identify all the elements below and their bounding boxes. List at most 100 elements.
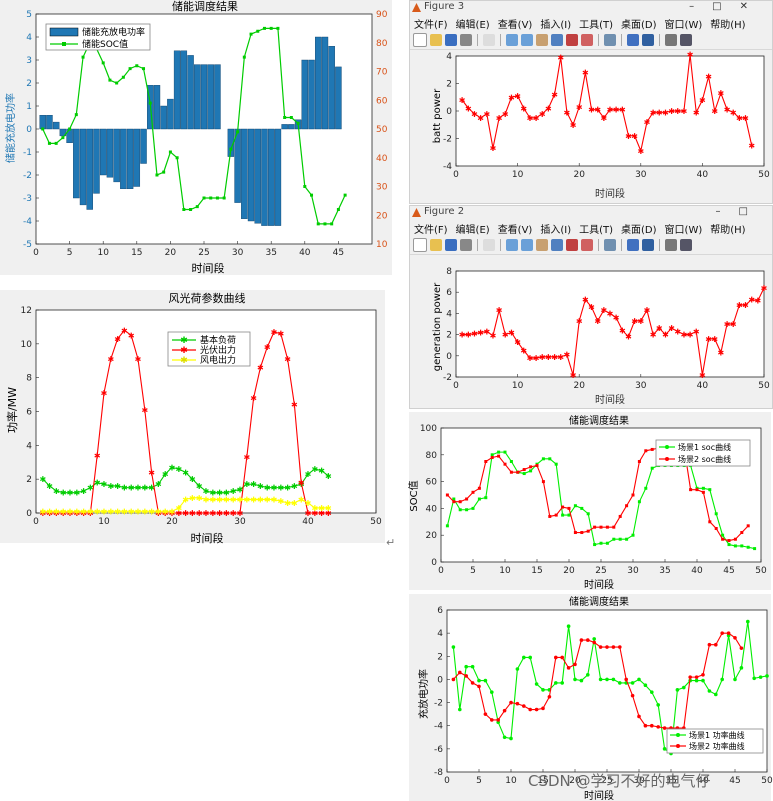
storage-bar [73,128,80,199]
soc-series-1-point [573,531,577,535]
menu-window[interactable]: 窗口(W) [664,19,703,31]
new-figure-icon[interactable] [413,33,427,47]
fig2-series-point: ✱ [607,309,614,318]
soc-scenario-panel: 储能调度结果 SOC值 时间段 0 5 10 15 20 25 30 35 40 45 50 0 20 4… [407,412,771,591]
rotate-icon[interactable] [551,34,563,46]
fig2-series-point: ✱ [687,331,694,340]
menu-file[interactable]: 文件(F) [414,19,448,31]
wind-series-0-point: ✱ [135,484,142,493]
soc-series-0-point [484,496,488,500]
wind-series-0-point: ✱ [46,482,53,491]
menu-window[interactable]: 窗口(W) [664,224,703,236]
zoom-out-icon[interactable] [521,34,533,46]
y-tick-label: -6 [434,745,443,755]
hide-plot-tools-icon[interactable] [665,34,677,46]
y-tick-label: -4 [443,162,452,172]
show-plot-tools-icon[interactable] [680,34,692,46]
soc-series-0-point [708,488,712,492]
menu-tools[interactable]: 工具(T) [579,224,614,236]
menu-insert[interactable]: 插入(I) [540,224,572,236]
menu-view[interactable]: 查看(V) [497,19,533,31]
hide-plot-tools-icon[interactable] [665,239,677,251]
storage-bar [207,64,214,130]
pointer-icon[interactable] [483,239,495,251]
y-tick-label: 4 [446,309,452,319]
open-icon[interactable] [430,239,442,251]
menu-edit[interactable]: 编辑(E) [455,224,490,236]
menu-desktop[interactable]: 桌面(D) [621,224,657,236]
storage-dispatch-chart: 储能调度结果 储能充放电功率 时间段 0 5 10 15 20 25 30 35 40 45-5-… [4,0,388,275]
wind-series-2-point: ✱ [60,507,67,516]
power-series-1-point [490,718,494,722]
link-icon[interactable] [604,34,616,46]
wind-series-1-point: ✱ [250,394,257,403]
zoom-out-icon[interactable] [521,239,533,251]
soc-series-1-point [714,527,718,530]
soc-series-1-point [721,537,725,541]
fig2-series-point: ✱ [730,320,737,329]
storage-bar [153,85,161,130]
soc-series-1-point [593,525,597,529]
wind-series-0-point: ✱ [53,487,60,496]
soc-series-0-point [721,533,725,537]
soc-point [303,185,307,188]
link-icon[interactable] [604,239,616,251]
storage-bar [52,121,60,130]
legend-icon[interactable] [642,34,654,46]
power-series-0-point [534,682,539,686]
show-plot-tools-icon[interactable] [680,239,692,251]
datatip-icon[interactable] [566,239,578,251]
fig3-series-point: ✱ [625,132,632,141]
pointer-icon[interactable] [483,34,495,46]
storage-bar [173,50,181,130]
menu-file[interactable]: 文件(F) [414,224,448,236]
menu-tools[interactable]: 工具(T) [579,19,614,31]
soc-point [249,32,253,36]
menu-edit[interactable]: 编辑(E) [455,19,490,31]
zoom-in-icon[interactable] [506,34,518,46]
wind-series-1-point: ✱ [311,509,318,518]
legend-icon[interactable] [642,239,654,251]
soc-series-1-point [567,506,571,510]
menu-view[interactable]: 查看(V) [497,224,533,236]
rotate-icon[interactable] [551,239,563,251]
save-icon[interactable] [445,34,457,46]
brush-icon[interactable] [581,34,593,46]
save-icon[interactable] [445,239,457,251]
storage-bar [59,128,67,137]
fig3-series-line [461,54,753,153]
power-series-1-point [458,670,462,675]
soc-series-0-point [650,466,654,470]
colorbar-icon[interactable] [627,34,639,46]
datatip-icon[interactable] [566,34,578,46]
wind-series-2-point: ✱ [189,494,196,503]
zoom-in-icon[interactable] [506,239,518,251]
fig3-series-point: ✱ [576,103,583,112]
window-buttons[interactable]: –□✕ [689,1,766,12]
colorbar-icon[interactable] [627,239,639,251]
wind-series-0-point: ✱ [196,482,203,491]
figure2-chart: generation power 时间段 0 10 20 30 40 50-202468✱… [432,267,770,406]
menu-help[interactable]: 帮助(H) [710,19,746,31]
soc-series-0-point [637,500,641,504]
pan-icon[interactable] [536,34,548,46]
new-figure-icon[interactable] [413,238,427,252]
power-series-0-point [643,683,648,688]
menu-help[interactable]: 帮助(H) [710,224,746,236]
soc-series-1-point [701,490,705,494]
menu-desktop[interactable]: 桌面(D) [621,19,657,31]
x-tick-label: 30 [635,170,647,180]
brush-icon[interactable] [581,239,593,251]
fig3-series-point: ✱ [742,114,749,123]
pan-icon[interactable] [536,239,548,251]
wind-series-2-point: ✱ [155,507,162,516]
wind-series-2-point: ✱ [209,495,216,504]
soc-series-1-point [541,480,545,484]
window-buttons[interactable]: –□ [715,206,766,217]
print-icon[interactable] [460,34,472,46]
open-icon[interactable] [430,34,442,46]
print-icon[interactable] [460,239,472,251]
wind-series-0-point: ✱ [182,468,189,477]
soc-series-0-point [644,486,648,490]
menu-insert[interactable]: 插入(I) [540,19,572,31]
